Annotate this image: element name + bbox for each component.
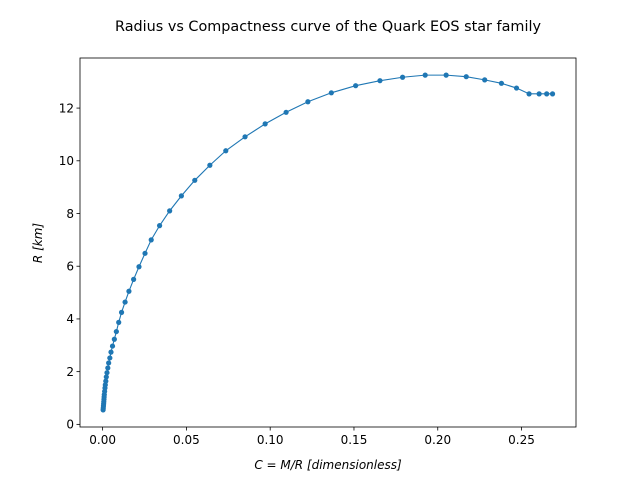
y-tick-label: 0 — [66, 418, 74, 432]
data-point — [262, 121, 268, 127]
data-point — [131, 276, 137, 282]
data-point — [422, 72, 428, 78]
x-tick-label: 0.05 — [173, 433, 200, 447]
data-point — [526, 91, 532, 97]
y-tick-label: 2 — [66, 365, 74, 379]
data-point — [242, 134, 248, 140]
x-axis-label: C = M/R [dimensionless] — [254, 458, 402, 472]
x-tick-label: 0.25 — [508, 433, 535, 447]
data-point — [103, 374, 109, 380]
data-point — [192, 177, 198, 183]
data-point — [207, 162, 213, 168]
data-point — [106, 360, 112, 366]
data-point — [108, 349, 114, 355]
data-point — [107, 355, 113, 361]
y-tick-label: 8 — [66, 207, 74, 221]
y-tick-label: 4 — [66, 312, 74, 326]
data-point — [148, 237, 154, 243]
data-point — [111, 336, 117, 342]
data-point — [122, 299, 128, 305]
y-axis-label: R [km] — [31, 223, 45, 263]
data-point — [104, 370, 110, 376]
y-tick-label: 10 — [59, 154, 74, 168]
data-point — [544, 91, 550, 97]
data-point — [105, 365, 111, 371]
data-point — [178, 193, 184, 199]
data-point — [136, 264, 142, 270]
x-tick-label: 0.10 — [257, 433, 284, 447]
data-point — [463, 74, 469, 80]
data-point — [513, 85, 520, 91]
data-point — [377, 78, 383, 84]
data-point — [328, 90, 334, 96]
data-point — [223, 148, 229, 154]
data-point — [113, 328, 119, 335]
data-point — [283, 109, 289, 115]
x-tick-label: 0.00 — [89, 433, 116, 447]
data-point — [482, 77, 488, 83]
data-point — [498, 80, 505, 86]
data-point — [109, 343, 116, 349]
axes: 0.00 0.05 0.10 0.15 0.20 0.25 0 2 4 6 8 10 12 — [59, 57, 577, 447]
data-point — [536, 91, 542, 97]
y-tick-label: 6 — [66, 260, 74, 274]
data-point — [126, 288, 132, 294]
data-point — [549, 91, 556, 97]
data-point — [399, 74, 406, 80]
x-tick-label: 0.15 — [341, 433, 368, 447]
data-point — [116, 319, 122, 325]
axes-frame — [79, 57, 577, 428]
data-point — [353, 83, 359, 89]
data-point — [443, 72, 449, 78]
data-point — [103, 378, 109, 384]
data-point — [118, 309, 125, 315]
data-point — [305, 99, 311, 105]
data-point — [142, 250, 148, 256]
y-tick-label: 12 — [59, 101, 74, 115]
data-point — [167, 208, 173, 214]
x-tick-label: 0.20 — [424, 433, 451, 447]
chart-title: Radius vs Compactness curve of the Quark… — [115, 19, 541, 35]
plot-area — [100, 72, 556, 413]
data-point — [156, 223, 163, 229]
